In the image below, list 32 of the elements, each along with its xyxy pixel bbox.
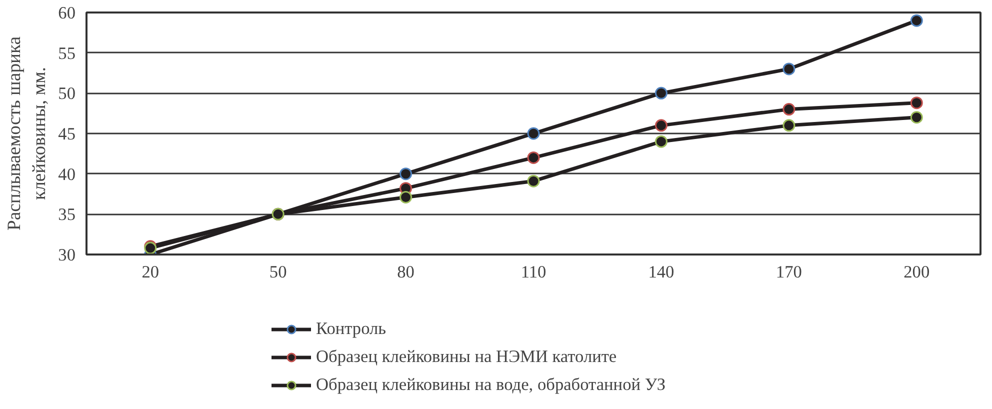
point xyxy=(782,119,796,132)
point xyxy=(654,86,668,100)
point xyxy=(400,168,412,180)
point xyxy=(654,119,668,132)
x-tick-label: 20 xyxy=(142,262,160,282)
y-tick-label: 30 xyxy=(58,246,76,264)
y-axis-title: Расплываемость шарика клейковины, мм. xyxy=(4,36,50,231)
y-tick-label: 40 xyxy=(58,164,76,184)
y-tick-label: 50 xyxy=(58,84,76,104)
point xyxy=(654,135,668,148)
x-tick-label: 50 xyxy=(269,262,287,282)
legend-label: Контроль xyxy=(316,319,386,339)
point xyxy=(782,103,796,116)
point xyxy=(400,190,412,204)
y-tick-label: 60 xyxy=(58,4,76,22)
point xyxy=(782,62,796,76)
y-tick-label: 55 xyxy=(58,44,76,63)
x-tick-label: 200 xyxy=(904,262,930,282)
legend-label: Образец клейковины на воде, обработанной УЗ xyxy=(316,375,666,395)
x-tick-label: 80 xyxy=(397,262,414,282)
y-tick-label: 45 xyxy=(58,124,76,144)
point xyxy=(910,14,923,27)
point xyxy=(527,174,540,188)
legend-label: Образец клейковины на НЭМИ католите xyxy=(316,347,617,367)
x-tick-label: 140 xyxy=(648,262,674,282)
x-tick-label: 110 xyxy=(520,262,546,282)
x-tick-label: 170 xyxy=(776,262,802,282)
point xyxy=(527,127,540,140)
point xyxy=(527,151,540,164)
y-tick-label: 35 xyxy=(58,205,76,224)
point xyxy=(910,96,923,110)
point xyxy=(910,111,923,124)
